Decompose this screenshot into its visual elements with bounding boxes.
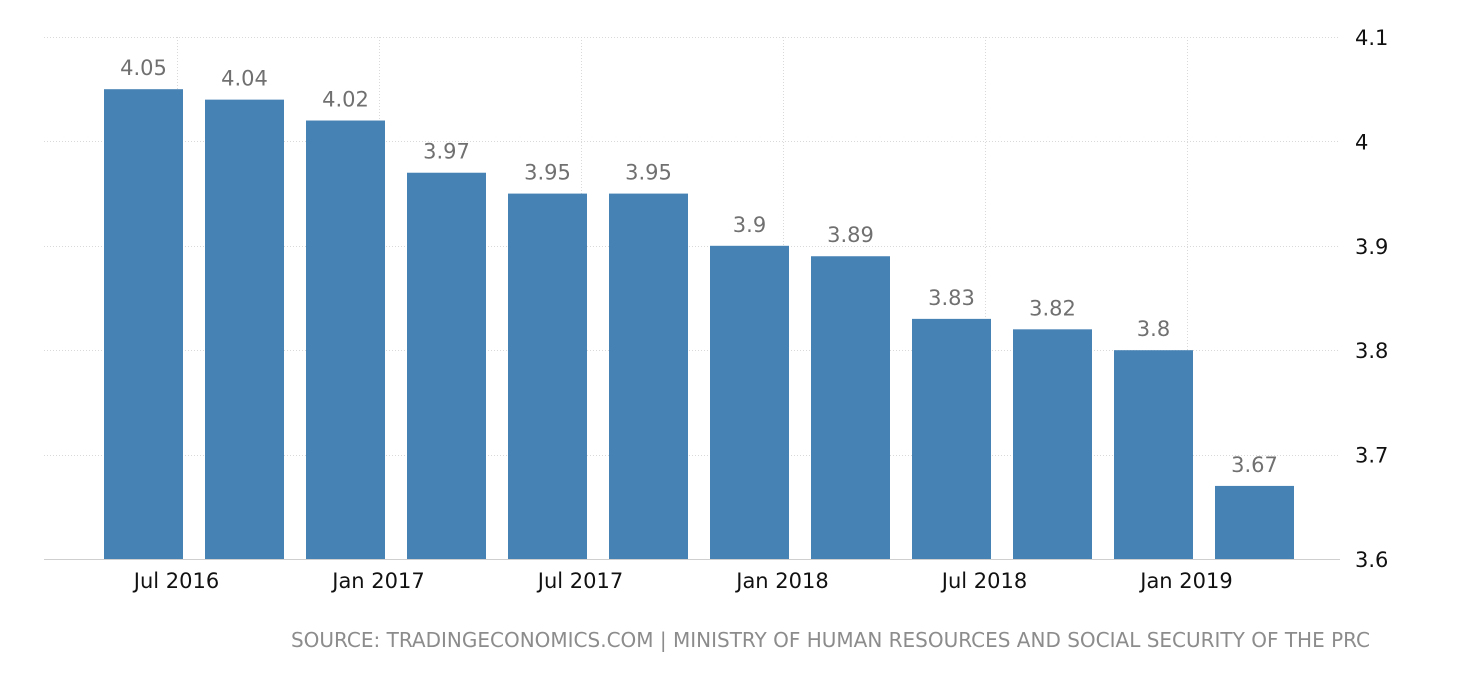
y-tick-label: 4.1: [1355, 26, 1388, 50]
y-tick-label: 3.8: [1355, 339, 1388, 363]
bar-value-label: 3.95: [625, 161, 672, 185]
x-tick-label: Jan 2017: [330, 569, 425, 593]
bar-value-label: 3.95: [524, 161, 571, 185]
bar: [1215, 485, 1294, 559]
x-axis: Jul 2016 Jan 2017 Jul 2017 Jan 2018 Jul 2018…: [132, 569, 1233, 593]
y-tick-label: 3.9: [1355, 235, 1388, 259]
x-tick-label: Jul 2018: [940, 569, 1027, 593]
bar: [609, 193, 688, 559]
y-tick-label: 4: [1355, 130, 1368, 154]
x-tick-label: Jul 2016: [132, 569, 219, 593]
x-tick-label: Jul 2017: [536, 569, 623, 593]
bar: [205, 99, 284, 559]
source-note: SOURCE: TRADINGECONOMICS.COM | MINISTRY …: [290, 628, 1370, 652]
bar-value-label: 4.04: [221, 67, 268, 91]
bar-value-label: 3.67: [1231, 453, 1278, 477]
data-labels: 4.05 4.04 4.02 3.97 3.95 3.95 3.9 3.89 3.83 3.82 3…: [120, 56, 1278, 477]
bar: [306, 120, 385, 560]
bar-value-label: 3.89: [827, 223, 874, 247]
bar-value-label: 4.02: [322, 88, 369, 112]
bar-value-label: 3.8: [1137, 317, 1170, 341]
x-tick-label: Jan 2018: [734, 569, 829, 593]
bar: [104, 89, 183, 559]
y-tick-label: 3.7: [1355, 444, 1388, 468]
bar: [912, 318, 991, 559]
bar: [811, 256, 890, 559]
bar-value-label: 3.82: [1029, 296, 1076, 320]
bars: [104, 89, 1294, 560]
bar: [407, 172, 486, 559]
bar: [508, 193, 587, 559]
y-axis: 4.1 4 3.9 3.8 3.7 3.6: [1355, 26, 1388, 572]
bar: [1013, 329, 1092, 559]
bar-value-label: 3.9: [733, 213, 766, 237]
bar-value-label: 3.97: [423, 140, 470, 164]
bar-value-label: 4.05: [120, 56, 167, 80]
y-tick-label: 3.6: [1355, 548, 1388, 572]
bar: [710, 245, 789, 560]
bar-value-label: 3.83: [928, 286, 975, 310]
bar-chart: 4.05 4.04 4.02 3.97 3.95 3.95 3.9 3.89 3.83 3.82 3…: [44, 26, 1388, 593]
x-tick-label: Jan 2019: [1138, 569, 1233, 593]
bar: [1114, 350, 1193, 559]
